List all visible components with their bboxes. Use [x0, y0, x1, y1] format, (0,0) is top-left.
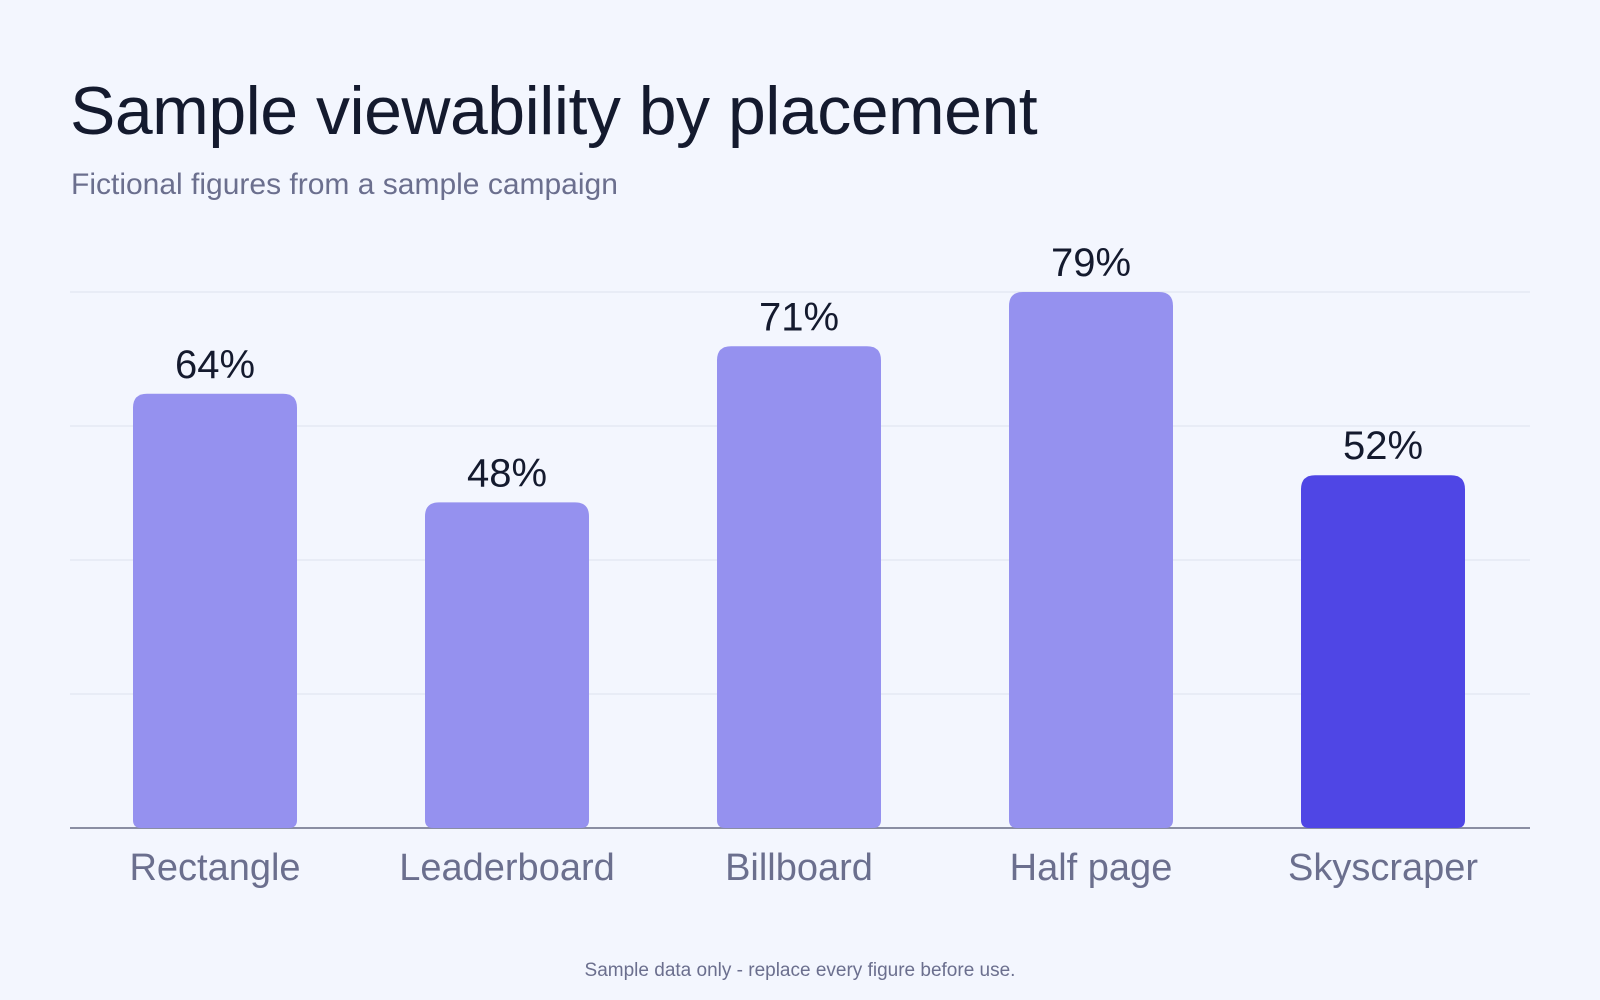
bar-rectangle [133, 393, 297, 828]
category-label: Billboard [725, 847, 873, 889]
bars [133, 292, 1465, 828]
chart-subtitle: Fictional figures from a sample campaign [71, 168, 618, 201]
footnote: Sample data only - replace every figure … [584, 960, 1016, 981]
value-labels: 64% 48% 71% 79% 52% [175, 241, 1423, 495]
value-label: 79% [1051, 241, 1131, 285]
value-label: 71% [759, 295, 839, 339]
chart-title: Sample viewability by placement [70, 73, 1038, 149]
bar-half-page [1009, 292, 1173, 828]
bar-skyscraper [1301, 475, 1465, 828]
category-label: Rectangle [129, 847, 300, 889]
value-label: 64% [175, 343, 255, 387]
category-label: Leaderboard [399, 847, 615, 889]
bar-billboard [717, 346, 881, 828]
value-label: 52% [1343, 424, 1423, 468]
category-label: Half page [1010, 847, 1173, 889]
category-label: Skyscraper [1288, 847, 1478, 889]
bar-leaderboard [425, 502, 589, 828]
value-label: 48% [467, 451, 547, 495]
category-labels: Rectangle Leaderboard Billboard Half page Sk… [129, 847, 1478, 889]
